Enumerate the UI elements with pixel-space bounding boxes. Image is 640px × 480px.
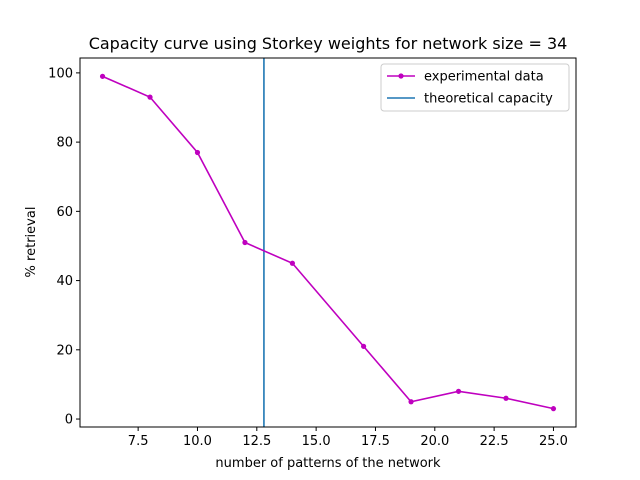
x-tick-label: 10.0 (183, 434, 212, 449)
data-point (242, 239, 248, 246)
y-tick-label: 80 (56, 136, 73, 151)
x-tick-label: 7.5 (128, 434, 149, 449)
y-tick-label: 0 (65, 413, 73, 428)
x-tick-label: 15.0 (302, 434, 331, 449)
y-tick-label: 20 (56, 343, 73, 358)
legend-box (380, 63, 570, 112)
x-axis-label: number of patterns of the network (215, 456, 441, 471)
data-point (289, 260, 296, 266)
data-point (503, 395, 509, 401)
data-point (99, 73, 106, 79)
axes: 7.5 10.0 12.5 15.0 17.5 20.0 22.5 25.0 0 20 40 60 80… (48, 57, 577, 449)
x-tick-label: 22.5 (480, 434, 509, 449)
experimental-data-line (102, 75, 554, 410)
legend-label-experimental: experimental data (424, 70, 544, 85)
x-tick-label: 17.5 (361, 434, 390, 449)
plot-area (99, 58, 557, 427)
y-axis-label: % retrieval (24, 207, 39, 278)
legend-label-theoretical: theoretical capacity (424, 92, 553, 107)
x-tick-label: 25.0 (539, 434, 568, 449)
y-tick-label: 60 (56, 205, 73, 220)
x-tick-label: 12.5 (242, 434, 271, 449)
data-point (550, 406, 557, 412)
data-point (147, 94, 153, 100)
data-point (455, 388, 462, 394)
y-tick-label: 100 (48, 66, 73, 81)
x-tick-label: 20.0 (420, 434, 449, 449)
legend-marker-experimental (398, 73, 404, 79)
data-point (360, 343, 367, 349)
y-tick-label: 40 (56, 274, 73, 289)
chart-title: Capacity curve using Storkey weights for… (89, 34, 568, 53)
data-point (408, 399, 414, 405)
plot-frame (79, 57, 577, 428)
legend: experimental data theoretical capacity (380, 63, 570, 112)
data-point (194, 149, 201, 156)
